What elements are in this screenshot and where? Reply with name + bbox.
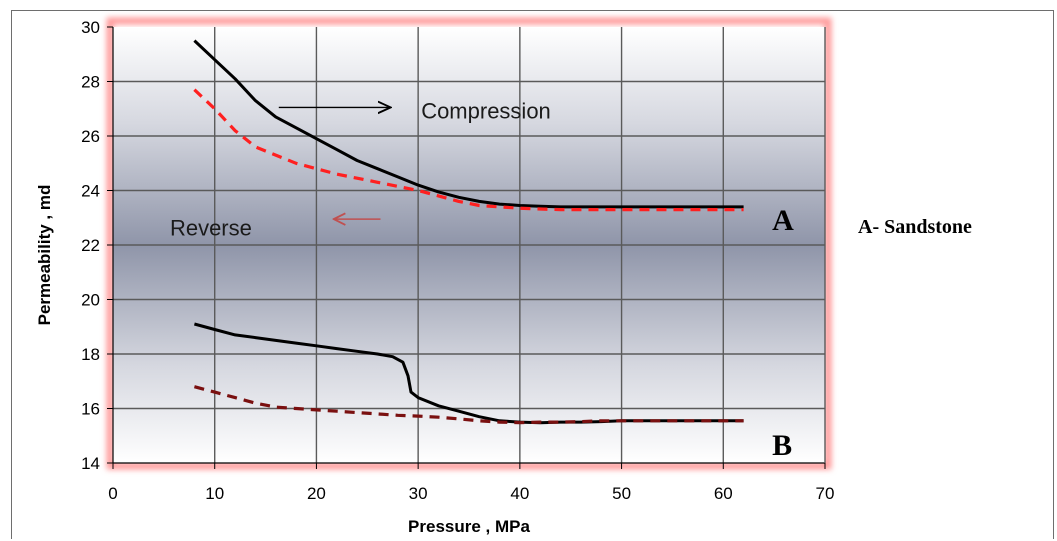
x-tick-label-0: 0 (108, 484, 117, 503)
y-tick-label-24: 24 (81, 182, 100, 201)
y-tick-label-18: 18 (81, 345, 100, 364)
x-tick-label-40: 40 (510, 484, 529, 503)
x-tick-label-30: 30 (409, 484, 428, 503)
x-tick-label-20: 20 (307, 484, 326, 503)
compression-annotation: Compression (421, 98, 551, 123)
figure-frame (11, 10, 1054, 539)
y-tick-label-30: 30 (81, 18, 100, 37)
x-axis-label: Pressure , MPa (408, 517, 530, 536)
grid-lines (113, 27, 825, 463)
y-axis-label: Permeability , md (35, 185, 54, 326)
reverse-annotation: Reverse (170, 215, 252, 240)
y-tick-label-22: 22 (81, 236, 100, 255)
series-b-dashed-line (193, 385, 744, 425)
y-tick-label-26: 26 (81, 127, 100, 146)
x-tick-label-60: 60 (714, 484, 733, 503)
axes (107, 26, 826, 469)
y-tick-label-16: 16 (81, 400, 100, 419)
x-tick-label-50: 50 (612, 484, 631, 503)
series-lines (193, 39, 744, 425)
curve-label-b: B (772, 429, 792, 462)
plot-area-glow (106, 17, 832, 470)
x-tick-label-70: 70 (816, 484, 835, 503)
x-tick-label-10: 10 (205, 484, 224, 503)
legend-a-sandstone: A- Sandstone (858, 216, 972, 238)
series-a-solid-line (193, 39, 744, 209)
y-tick-label-14: 14 (81, 454, 100, 473)
curve-label-a: A (772, 204, 794, 237)
y-tick-label-28: 28 (81, 73, 100, 92)
tick-labels: 0 10 20 30 40 50 60 70 14 16 18 20 22 24 26 28 30 (81, 18, 834, 503)
y-tick-label-20: 20 (81, 291, 100, 310)
